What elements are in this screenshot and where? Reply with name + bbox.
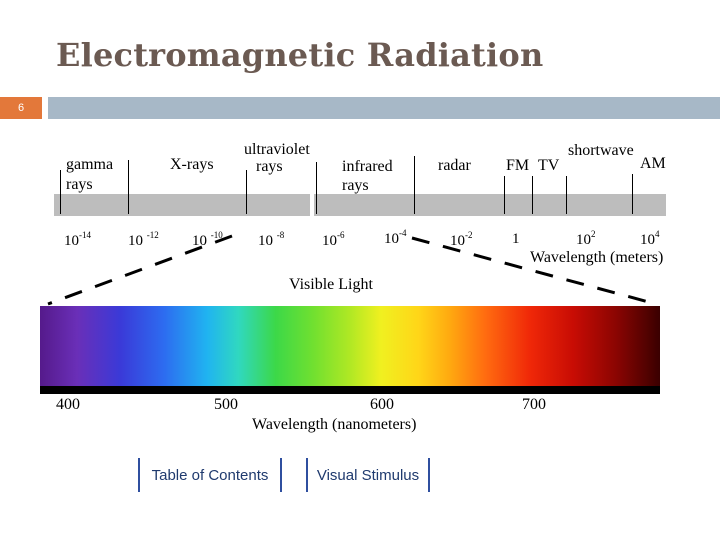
fm-label: FM xyxy=(506,157,530,174)
nm-tick-700: 700 xyxy=(522,396,546,413)
visible-spectrum-baseline xyxy=(40,386,660,394)
band-divider xyxy=(316,162,317,214)
tv-label: TV xyxy=(538,157,560,174)
visual-stimulus-button[interactable]: Visual Stimulus xyxy=(306,458,430,492)
visible-light-label: Visible Light xyxy=(289,276,373,293)
band-divider xyxy=(60,170,61,214)
nm-tick-400: 400 xyxy=(56,396,80,413)
scale-label: 10-6 xyxy=(322,230,345,249)
slide-number: 6 xyxy=(17,102,25,114)
scale-label: 10 -8 xyxy=(258,230,285,249)
nm-axis-label: Wavelength (nanometers) xyxy=(252,416,417,433)
band-divider xyxy=(504,176,505,214)
scale-label: 10 -10 xyxy=(192,230,223,249)
table-of-contents-button[interactable]: Table of Contents xyxy=(138,458,282,492)
radar-label: radar xyxy=(438,157,471,174)
band-divider xyxy=(566,176,567,214)
spectrum-gap xyxy=(310,190,314,220)
uv-label-line2: rays xyxy=(256,158,283,175)
band-divider xyxy=(414,156,415,214)
nm-tick-600: 600 xyxy=(370,396,394,413)
am-label: AM xyxy=(640,155,666,172)
band-divider xyxy=(632,174,633,214)
slide-title: Electromagnetic Radiation xyxy=(56,36,544,74)
scale-label: 10-4 xyxy=(384,228,407,247)
scale-label: 1 xyxy=(512,231,520,247)
shortwave-label: shortwave xyxy=(568,142,634,159)
scale-label: 104 xyxy=(640,229,660,248)
scale-label: 10-14 xyxy=(64,230,91,249)
band-divider xyxy=(246,170,247,214)
band-divider xyxy=(532,176,533,214)
infrared-label-line2: rays xyxy=(342,177,369,194)
gamma-label-line1: gamma xyxy=(66,156,114,173)
uv-label-line1: ultraviolet xyxy=(244,141,310,158)
zoom-line-left xyxy=(47,234,233,306)
meters-axis-label: Wavelength (meters) xyxy=(530,249,664,266)
em-spectrum-bar xyxy=(54,194,666,216)
slide-number-badge xyxy=(0,97,42,119)
nm-tick-500: 500 xyxy=(214,396,238,413)
infrared-label-line1: infrared xyxy=(342,158,393,175)
header-rule-bar xyxy=(48,97,720,119)
visible-spectrum-gradient xyxy=(40,306,660,386)
scale-label: 10-2 xyxy=(450,230,473,249)
scale-label: 10 -12 xyxy=(128,230,159,249)
zoom-line-right xyxy=(411,236,657,306)
gamma-label-line2: rays xyxy=(66,176,93,193)
scale-label: 102 xyxy=(576,229,596,248)
band-divider xyxy=(128,160,129,214)
xrays-label: X-rays xyxy=(170,156,214,173)
